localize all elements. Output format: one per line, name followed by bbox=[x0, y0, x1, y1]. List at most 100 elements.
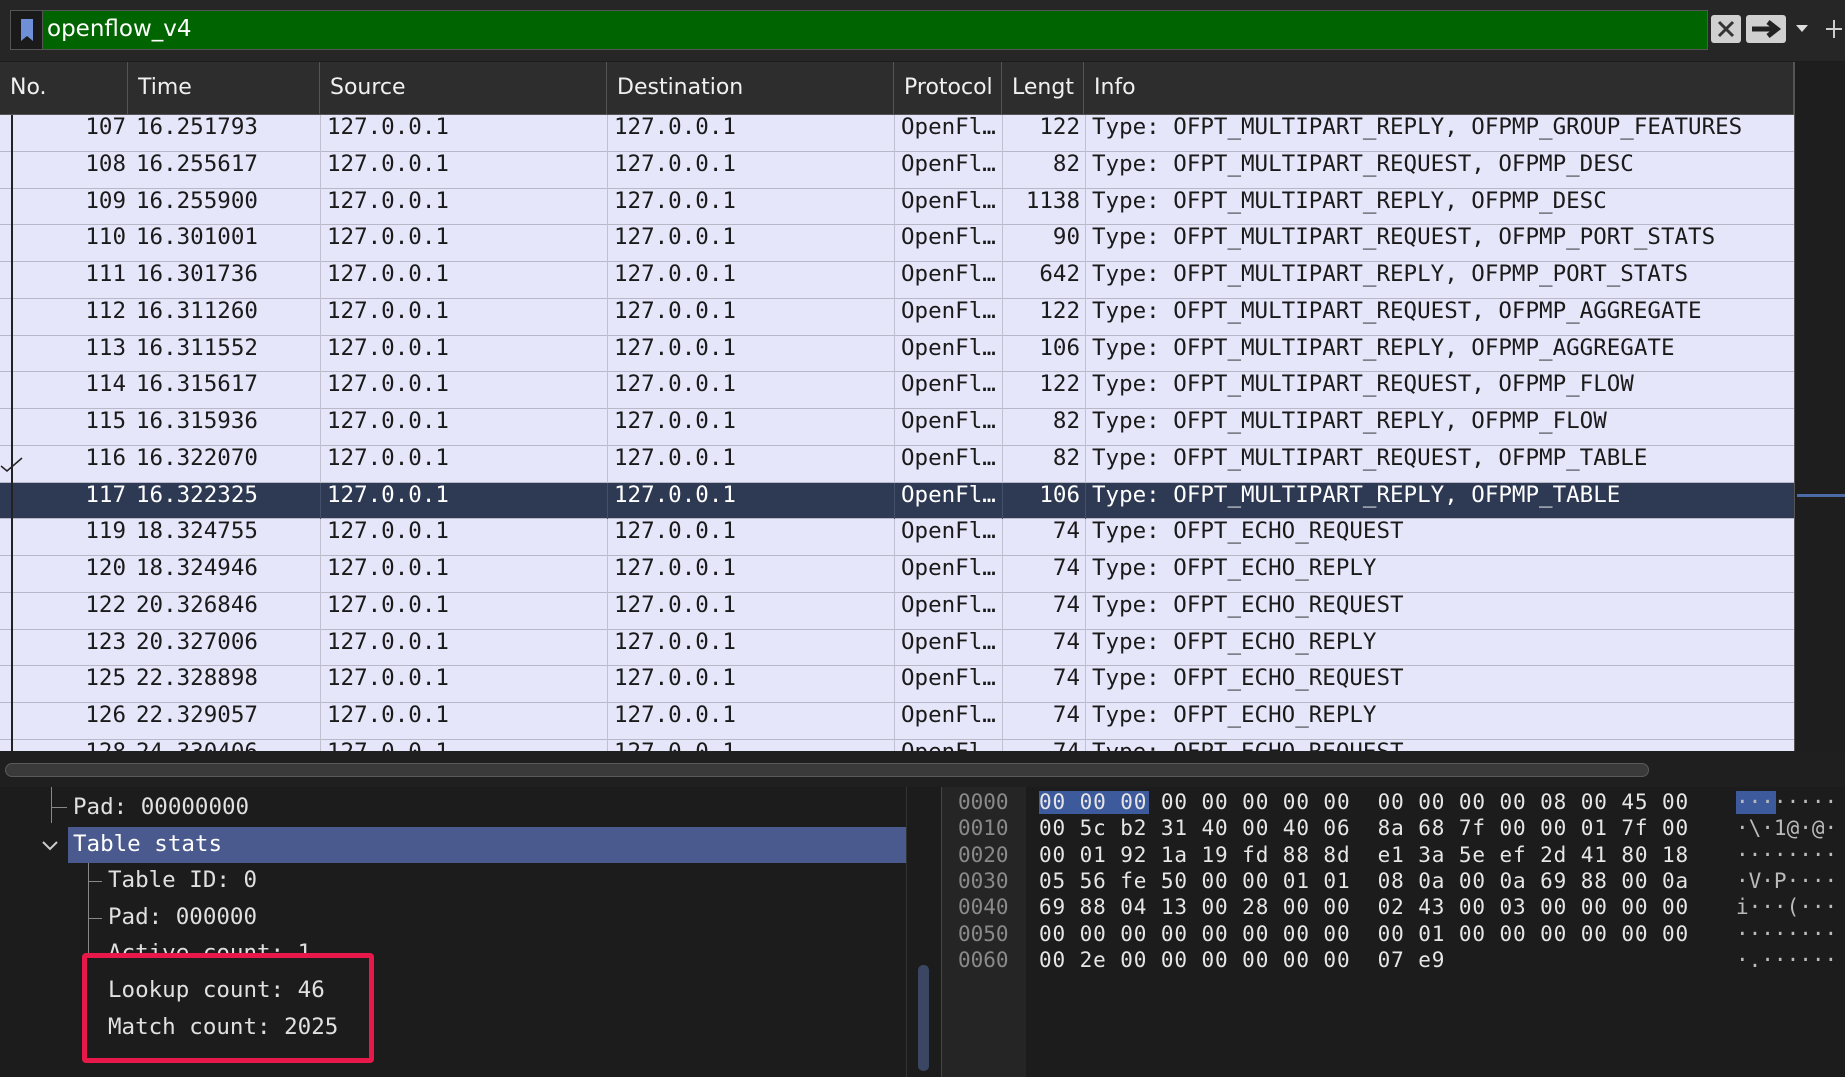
column-divider bbox=[1085, 556, 1086, 593]
packet-cell: 16.311260 bbox=[136, 297, 258, 324]
clear-filter-button[interactable] bbox=[1711, 15, 1741, 43]
column-header[interactable] bbox=[894, 62, 1002, 114]
tree-item[interactable]: Match count: 2025 bbox=[108, 1014, 339, 1040]
tree-item[interactable]: Lookup count: 46 bbox=[108, 977, 325, 1003]
packet-list-header: No. Time Source Destination Protocol Lengt Inf… bbox=[0, 62, 1794, 115]
packet-cell: 16.301736 bbox=[136, 261, 258, 287]
packet-cell: 127.0.0.1 bbox=[614, 115, 736, 140]
byte-highlight bbox=[1039, 791, 1149, 814]
packet-cell: 16.322325 bbox=[136, 481, 258, 508]
column-header[interactable] bbox=[1084, 62, 1794, 114]
tree-item[interactable]: Table ID: 0 bbox=[108, 867, 258, 893]
tree-item[interactable]: Pad: 000000 bbox=[108, 904, 258, 930]
packet-row[interactable]: 114 16.315617 127.0.0.1 127.0.0.1 OpenFl… 122… bbox=[0, 371, 1794, 409]
column-divider bbox=[607, 666, 608, 703]
packet-cell: 82 bbox=[1052, 408, 1080, 434]
packet-cell: 127.0.0.1 bbox=[327, 261, 449, 287]
packet-cell: OpenFl… bbox=[901, 518, 996, 545]
packet-row[interactable]: 110 16.301001 127.0.0.1 127.0.0.1 OpenFl… 90 T… bbox=[0, 224, 1794, 262]
packet-cell: 82 bbox=[1052, 150, 1080, 177]
packet-cell: OpenFl… bbox=[901, 444, 996, 471]
packet-cell: 122 bbox=[1039, 297, 1080, 324]
display-filter-input[interactable]: openflow_v4 bbox=[42, 10, 1708, 50]
packet-cell: OpenFl… bbox=[901, 628, 996, 655]
column-header[interactable] bbox=[1002, 62, 1084, 114]
column-divider bbox=[1002, 556, 1003, 593]
packet-cell: 127.0.0.1 bbox=[327, 702, 449, 728]
packet-cell: 128 bbox=[85, 738, 126, 751]
bookmark-button[interactable] bbox=[10, 10, 44, 50]
column-divider bbox=[1002, 115, 1003, 152]
column-divider bbox=[320, 372, 321, 409]
column-header[interactable] bbox=[0, 62, 128, 114]
packet-cell: 109 bbox=[85, 187, 126, 214]
column-header[interactable] bbox=[320, 62, 607, 114]
packet-row[interactable]: 126 22.329057 127.0.0.1 127.0.0.1 OpenFl… 74 T… bbox=[0, 702, 1794, 740]
column-divider bbox=[1002, 482, 1003, 520]
packet-cell: 127.0.0.1 bbox=[327, 444, 449, 471]
packet-row[interactable]: 108 16.255617 127.0.0.1 127.0.0.1 OpenFl… 82 T… bbox=[0, 150, 1794, 189]
related-check bbox=[0, 457, 23, 472]
packet-row[interactable]: 111 16.301736 127.0.0.1 127.0.0.1 OpenFl… 642… bbox=[0, 261, 1794, 299]
packet-row[interactable]: 120 18.324946 127.0.0.1 127.0.0.1 OpenFl… 74 T… bbox=[0, 555, 1794, 593]
packet-row[interactable]: 113 16.311552 127.0.0.1 127.0.0.1 OpenFl… 106… bbox=[0, 335, 1794, 373]
tree-item[interactable]: Pad: 00000000 bbox=[73, 794, 250, 820]
packet-row[interactable]: 123 20.327006 127.0.0.1 127.0.0.1 OpenFl… 74 T… bbox=[0, 628, 1794, 667]
packet-cell: 123 bbox=[85, 628, 126, 655]
packet-cell: 110 bbox=[85, 224, 126, 251]
packet-cell: 16.251793 bbox=[136, 115, 258, 140]
add-filter-button[interactable] bbox=[1824, 16, 1844, 42]
packet-cell: 108 bbox=[85, 150, 126, 177]
hex-bytes: 00 01 92 1a 19 fd 88 8d e1 3a 5e ef 2d 4… bbox=[1039, 842, 1690, 867]
column-header-label: Source bbox=[330, 75, 406, 100]
filter-dropdown[interactable] bbox=[1792, 18, 1812, 38]
packet-cell: 127.0.0.1 bbox=[614, 518, 736, 545]
column-divider bbox=[1002, 703, 1003, 740]
packet-row[interactable]: 122 20.326846 127.0.0.1 127.0.0.1 OpenFl… 74 T… bbox=[0, 592, 1794, 630]
packet-cell: 127.0.0.1 bbox=[614, 297, 736, 324]
packet-cell: 16.322070 bbox=[136, 444, 258, 471]
column-divider bbox=[607, 739, 608, 751]
collapse-arrow[interactable] bbox=[40, 836, 60, 856]
packet-row[interactable]: 112 16.311260 127.0.0.1 127.0.0.1 OpenFl… 122… bbox=[0, 297, 1794, 336]
hex-ascii: ········ bbox=[1736, 921, 1838, 946]
packet-row[interactable]: 115 16.315936 127.0.0.1 127.0.0.1 OpenFl… 82 T… bbox=[0, 408, 1794, 446]
column-divider bbox=[894, 445, 895, 483]
packet-row[interactable]: 128 24.330406 127.0.0.1 127.0.0.1 OpenFl… 74 T… bbox=[0, 738, 1794, 751]
column-divider bbox=[894, 519, 895, 556]
hex-ascii: ········ bbox=[1736, 842, 1838, 867]
tree-branch bbox=[88, 881, 102, 882]
column-divider bbox=[607, 592, 608, 630]
packet-row[interactable]: 107 16.251793 127.0.0.1 127.0.0.1 OpenFl… 122… bbox=[0, 115, 1794, 152]
packet-cell: 127.0.0.1 bbox=[327, 187, 449, 214]
packet-cell: 127.0.0.1 bbox=[614, 371, 736, 398]
packet-row[interactable]: 117 16.322325 127.0.0.1 127.0.0.1 OpenFl… 106… bbox=[0, 481, 1794, 520]
packet-cell: OpenFl… bbox=[901, 408, 996, 434]
packet-cell: 90 bbox=[1052, 224, 1080, 251]
hex-ascii: ········ bbox=[1736, 790, 1838, 814]
tree-line bbox=[51, 807, 67, 808]
horizontal-scrollbar[interactable] bbox=[5, 763, 1649, 777]
packet-cell: OpenFl… bbox=[901, 261, 996, 287]
details-scrollbar[interactable] bbox=[918, 965, 929, 1071]
clear-icon bbox=[1717, 20, 1735, 38]
packet-cell: Type: OFPT_MULTIPART_REPLY, OFPMP_DESC bbox=[1092, 187, 1607, 214]
column-divider bbox=[320, 519, 321, 556]
tree-item[interactable]: Table stats bbox=[73, 831, 223, 857]
column-divider bbox=[320, 739, 321, 751]
packet-row[interactable]: 119 18.324755 127.0.0.1 127.0.0.1 OpenFl… 74 T… bbox=[0, 518, 1794, 556]
column-divider bbox=[320, 445, 321, 483]
packet-minimap bbox=[1794, 62, 1845, 751]
packet-row[interactable]: 125 22.328898 127.0.0.1 127.0.0.1 OpenFl… 74 T… bbox=[0, 665, 1794, 703]
column-header[interactable] bbox=[607, 62, 894, 114]
packet-row[interactable]: 109 16.255900 127.0.0.1 127.0.0.1 OpenFl… 113… bbox=[0, 187, 1794, 226]
hex-bytes: 00 00 00 00 00 00 00 00 00 00 00 00 08 0… bbox=[1039, 790, 1690, 814]
column-header[interactable] bbox=[128, 62, 320, 114]
column-divider bbox=[607, 372, 608, 409]
packet-row[interactable]: 116 16.322070 127.0.0.1 127.0.0.1 OpenFl… 82 T… bbox=[0, 444, 1794, 483]
selected-tree-row[interactable] bbox=[68, 827, 906, 863]
column-divider bbox=[607, 225, 608, 262]
apply-filter-button[interactable] bbox=[1746, 15, 1786, 43]
packet-cell: Type: OFPT_MULTIPART_REQUEST, OFPMP_FLOW bbox=[1092, 371, 1634, 398]
column-divider bbox=[894, 262, 895, 299]
